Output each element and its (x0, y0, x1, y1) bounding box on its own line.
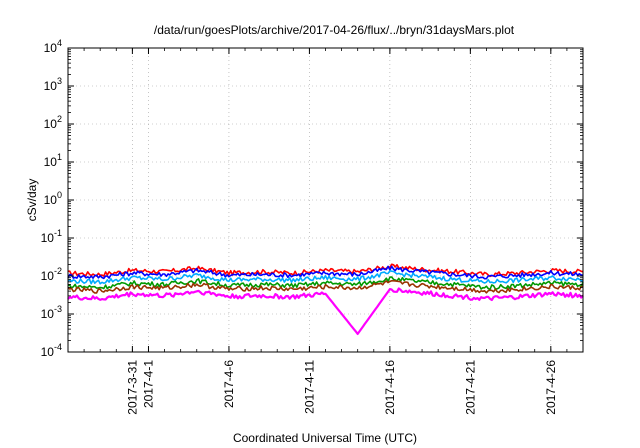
series-line-4 (67, 279, 584, 294)
y-axis: 10-4 10-3 10-2 10-1 100 101 102 103 104 (41, 38, 583, 359)
y-tick-label: 10-1 (41, 228, 62, 245)
y-tick-label: 101 (44, 152, 62, 169)
chart-title: /data/run/goesPlots/archive/2017-04-26/f… (154, 23, 515, 37)
x-tick-label: 2017-3-31 (125, 360, 139, 415)
y-tick-label: 102 (44, 114, 62, 131)
series-group (67, 263, 584, 335)
series-line-5 (67, 287, 584, 335)
series-line-1 (67, 265, 584, 280)
plot-frame (67, 47, 584, 353)
grid (68, 48, 583, 352)
x-tick-label: 2017-4-1 (141, 360, 155, 408)
x-axis: 2017-3-31 2017-4-1 2017-4-6 2017-4-11 2017-4… (67, 48, 584, 415)
x-axis-label: Coordinated Universal Time (UTC) (233, 431, 417, 445)
series-line-0 (68, 263, 584, 278)
x-tick-label: 2017-4-21 (463, 360, 477, 415)
series-line-2 (67, 269, 584, 285)
y-tick-label: 104 (44, 38, 62, 55)
y-axis-label: cSv/day (25, 179, 39, 222)
x-tick-label: 2017-4-6 (222, 360, 236, 408)
x-tick-label: 2017-4-16 (383, 360, 397, 415)
x-tick-label: 2017-4-11 (302, 360, 316, 414)
y-tick-label: 10-3 (41, 304, 62, 321)
y-tick-label: 103 (44, 76, 62, 93)
y-tick-label: 10-2 (41, 266, 62, 283)
x-tick-label: 2017-4-26 (544, 360, 558, 415)
y-tick-label: 10-4 (41, 342, 62, 359)
y-tick-label: 100 (44, 190, 62, 207)
